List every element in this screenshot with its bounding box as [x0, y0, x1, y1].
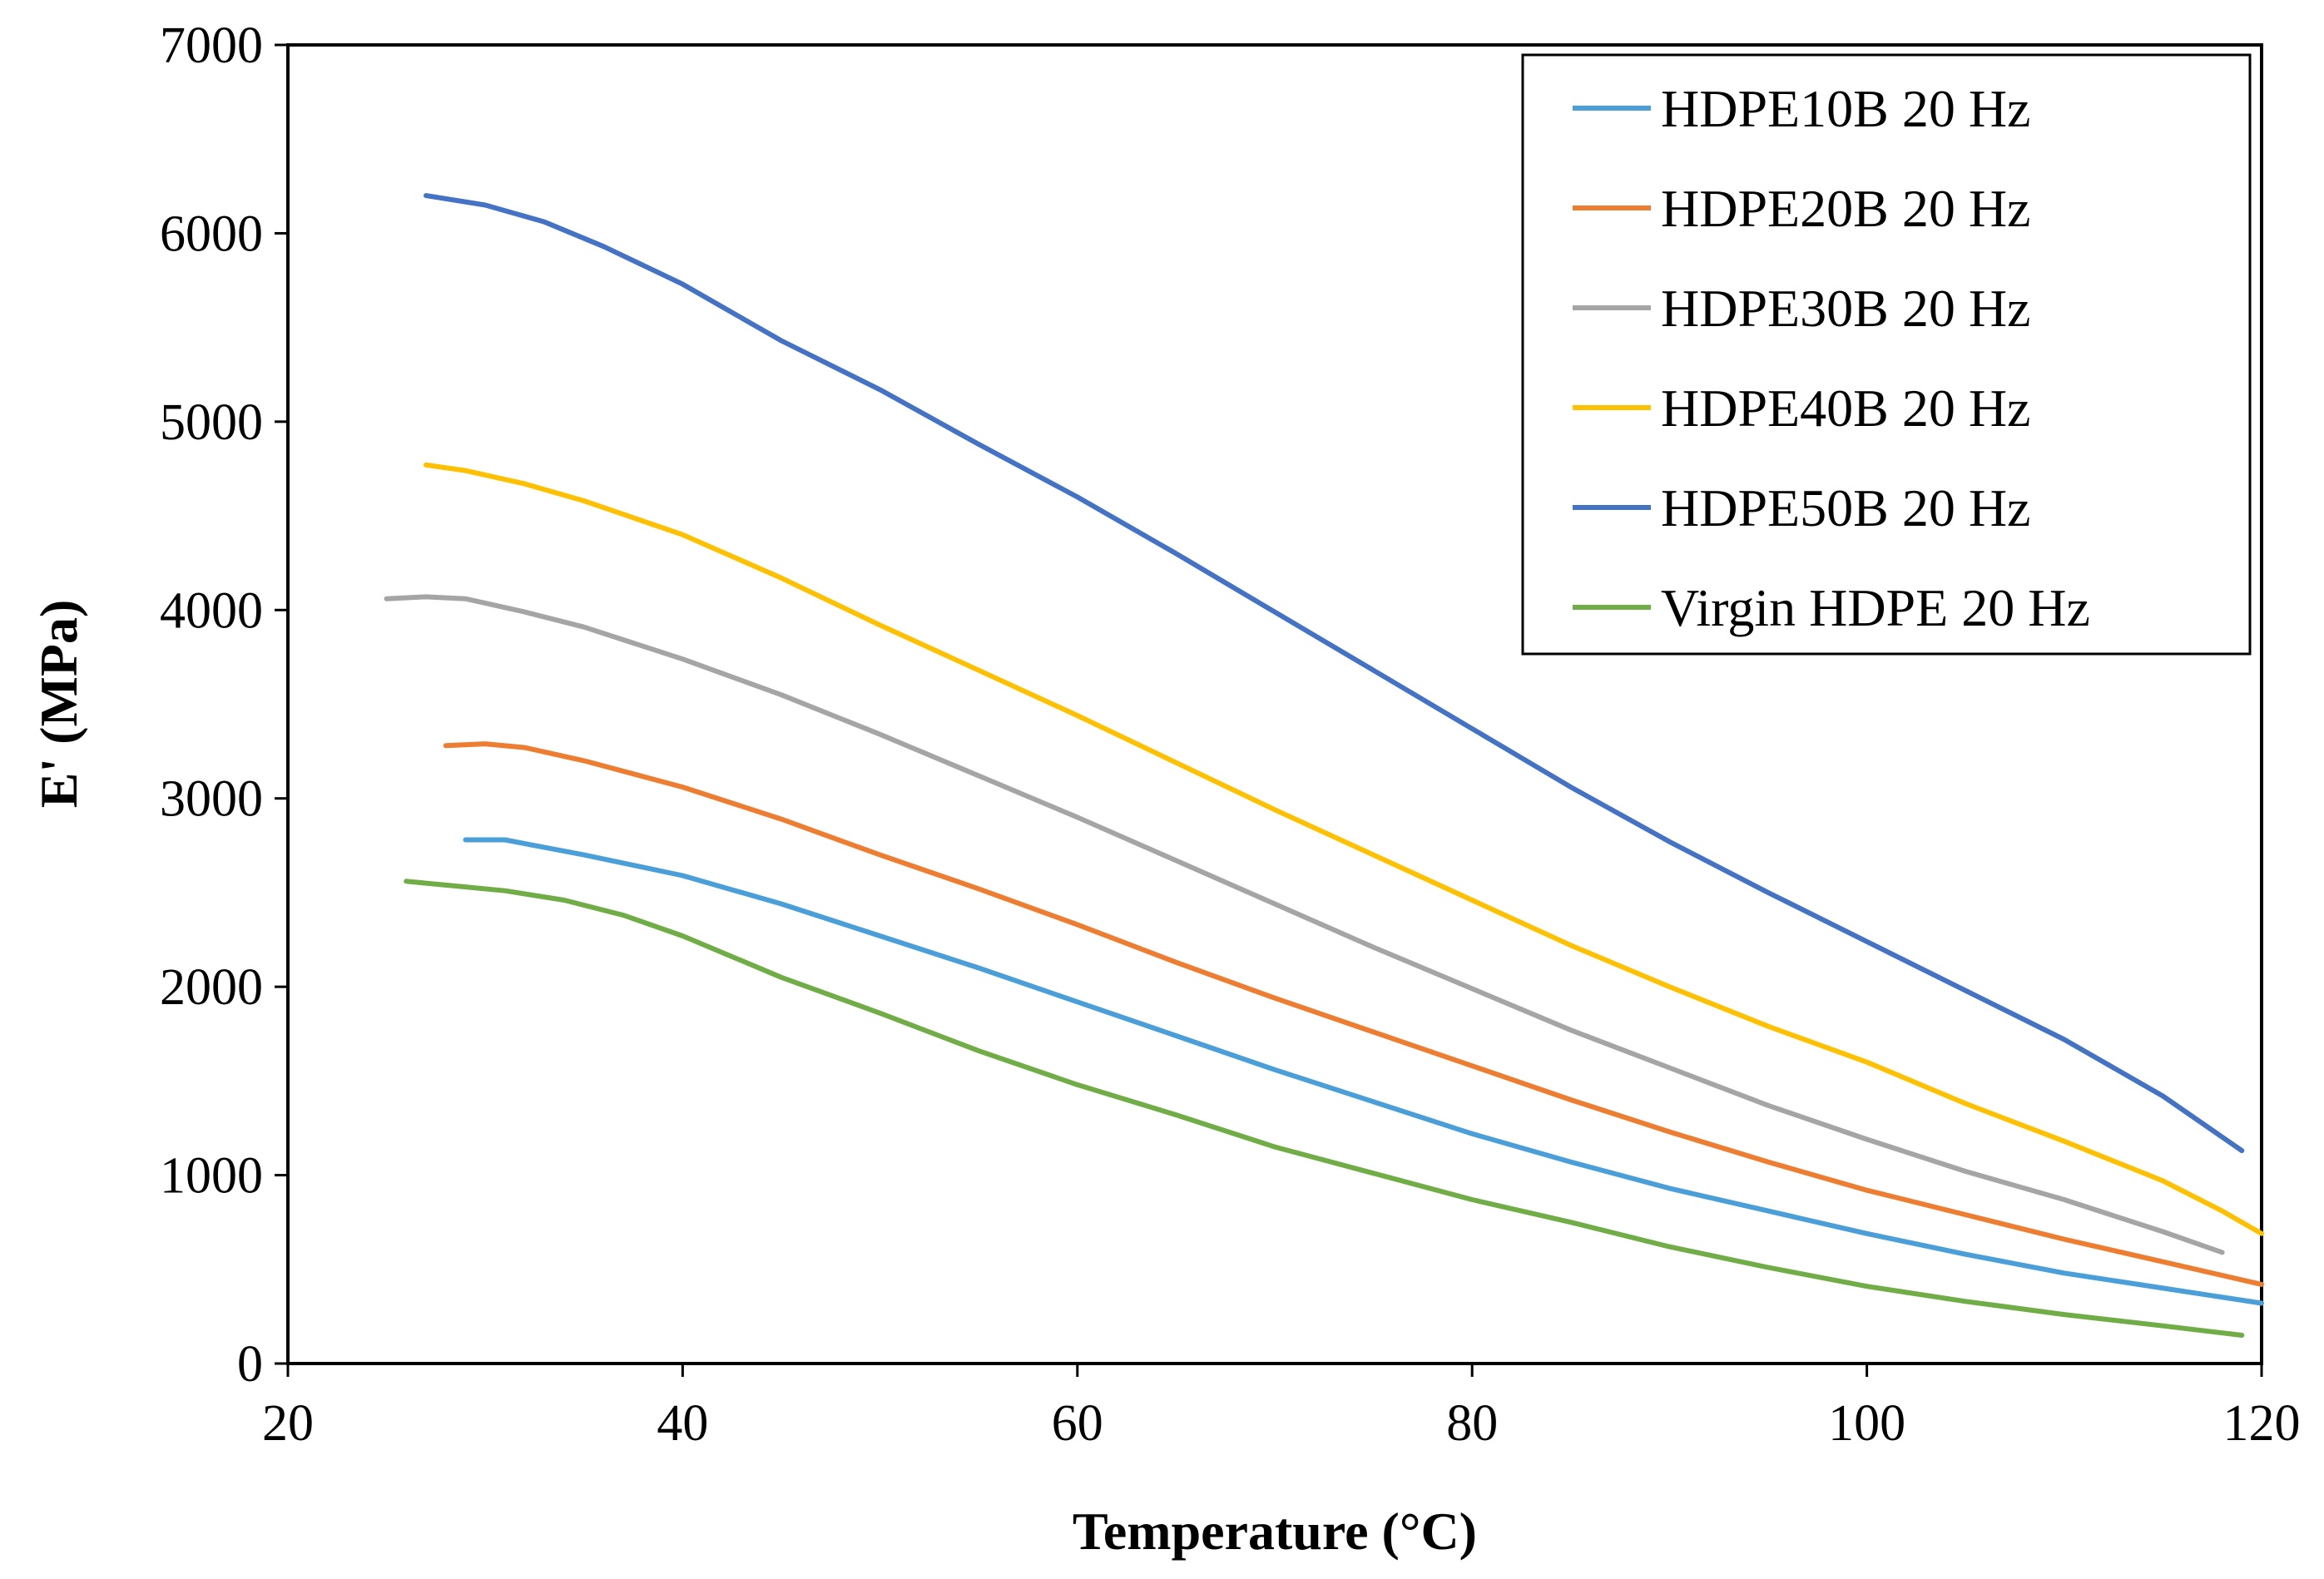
y-tick-label: 1000	[160, 1148, 263, 1205]
x-tick-label: 80	[1446, 1395, 1498, 1452]
legend: HDPE10B 20 Hz HDPE20B 20 Hz HDPE30B 20 Hz H…	[1521, 53, 2252, 656]
legend-label: HDPE40B 20 Hz	[1661, 379, 2030, 438]
legend-label: HDPE50B 20 Hz	[1661, 478, 2030, 537]
series-line-hdpe50b-20-hz	[424, 193, 2245, 1154]
series-line-hdpe10b-20-hz	[463, 837, 2264, 1306]
x-tick-label: 40	[657, 1395, 708, 1452]
legend-label: HDPE10B 20 Hz	[1661, 79, 2030, 138]
x-tick-label: 120	[2223, 1395, 2301, 1452]
series-line-virgin-hdpe-20-hz	[404, 879, 2245, 1338]
series-line-hdpe20b-20-hz	[443, 741, 2264, 1287]
y-tick-label: 6000	[160, 205, 263, 262]
y-tick-label: 0	[237, 1336, 263, 1393]
plot-frame	[286, 43, 2263, 1365]
y-tick-label: 2000	[160, 959, 263, 1016]
legend-label: HDPE30B 20 Hz	[1661, 279, 2030, 338]
x-axis-title: Temperature (°C)	[1073, 1502, 1477, 1561]
x-tick-label: 60	[1052, 1395, 1103, 1452]
y-tick-label: 7000	[160, 17, 263, 74]
legend-label: Virgin HDPE 20 Hz	[1661, 578, 2090, 637]
y-tick-label: 3000	[160, 771, 263, 828]
x-axis-ticks: 20 40 60 80 100 120	[262, 1364, 2301, 1452]
series-line-hdpe30b-20-hz	[384, 594, 2225, 1255]
y-axis-title: E' (MPa)	[29, 600, 88, 809]
x-tick-label: 100	[1828, 1395, 1905, 1452]
y-tick-label: 5000	[160, 394, 263, 451]
x-tick-label: 20	[262, 1395, 314, 1452]
legend-box	[1521, 53, 2252, 656]
y-tick-label: 4000	[160, 582, 263, 639]
y-axis-ticks: 0 1000 2000 3000 4000 5000 6000 7000	[160, 17, 288, 1393]
series-line-hdpe40b-20-hz	[424, 462, 2264, 1236]
series-lines	[384, 193, 2264, 1338]
legend-label: HDPE20B 20 Hz	[1661, 179, 2030, 238]
